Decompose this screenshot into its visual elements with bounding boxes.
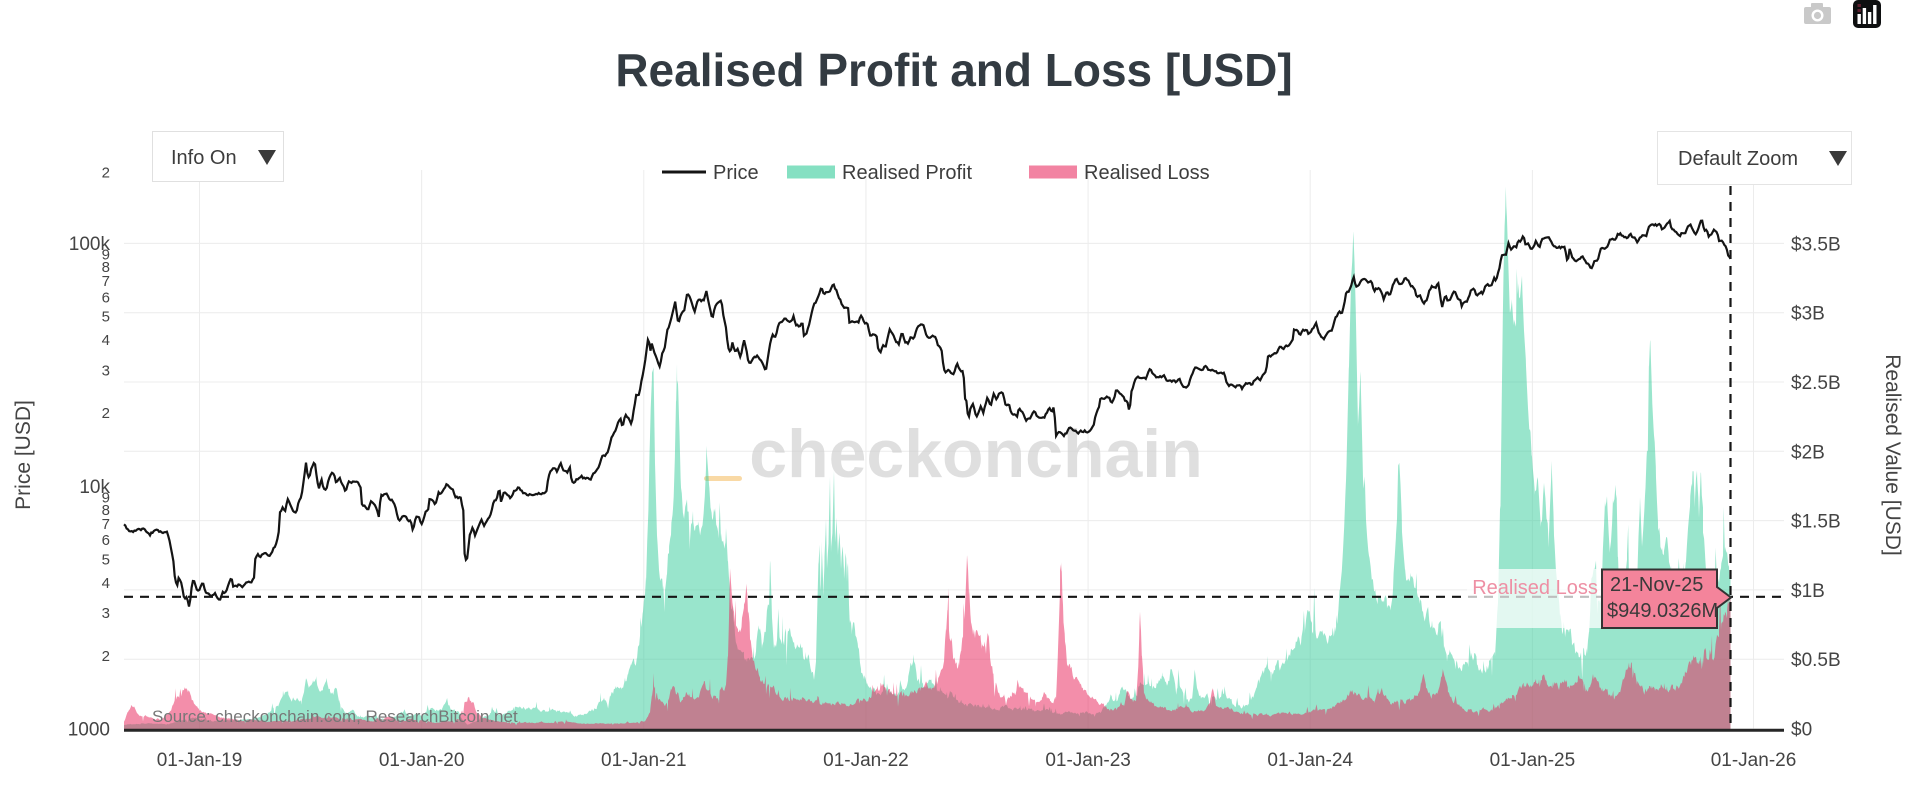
svg-text:4: 4 — [102, 332, 110, 349]
svg-text:01-Jan-23: 01-Jan-23 — [1045, 750, 1131, 771]
svg-text:Realised Profit: Realised Profit — [842, 162, 973, 184]
svg-text:01-Jan-20: 01-Jan-20 — [379, 750, 465, 771]
svg-text:Realised Profit and Loss [USD]: Realised Profit and Loss [USD] — [615, 44, 1292, 96]
svg-text:Realised Loss: Realised Loss — [1084, 162, 1210, 184]
svg-text:9: 9 — [102, 490, 110, 507]
svg-text:6: 6 — [102, 290, 110, 307]
svg-text:8: 8 — [102, 259, 110, 276]
svg-text:5: 5 — [102, 551, 110, 568]
svg-text:01-Jan-24: 01-Jan-24 — [1267, 750, 1353, 771]
svg-text:100k: 100k — [69, 234, 111, 255]
svg-text:01-Jan-21: 01-Jan-21 — [601, 750, 687, 771]
svg-text:Price [USD]: Price [USD] — [12, 400, 35, 510]
svg-text:Default Zoom: Default Zoom — [1678, 148, 1798, 170]
svg-text:Source: checkonchain.com, Rese: Source: checkonchain.com, ResearchBitcoi… — [152, 707, 518, 726]
svg-text:7: 7 — [102, 516, 110, 533]
svg-text:$1.5B: $1.5B — [1791, 512, 1841, 533]
svg-text:4: 4 — [102, 575, 110, 592]
svg-text:checkonchain: checkonchain — [749, 416, 1203, 492]
svg-text:01-Jan-19: 01-Jan-19 — [157, 750, 243, 771]
svg-text:$3.5B: $3.5B — [1791, 234, 1841, 255]
svg-text:3: 3 — [102, 363, 110, 380]
svg-text:10k: 10k — [79, 477, 110, 498]
svg-text:Price: Price — [713, 162, 759, 184]
svg-text:1000: 1000 — [68, 720, 110, 741]
svg-text:9: 9 — [102, 247, 110, 264]
svg-text:2: 2 — [102, 405, 110, 422]
svg-text:5: 5 — [102, 309, 110, 326]
svg-text:$949.0326M: $949.0326M — [1607, 600, 1718, 622]
svg-text:$1B: $1B — [1791, 581, 1825, 602]
svg-text:$3B: $3B — [1791, 304, 1825, 325]
svg-text:2: 2 — [102, 648, 110, 665]
svg-text:7: 7 — [102, 273, 110, 290]
svg-text:$2B: $2B — [1791, 442, 1825, 463]
svg-text:3: 3 — [102, 605, 110, 622]
svg-text:$0: $0 — [1791, 720, 1812, 741]
svg-text:Realised Value [USD]: Realised Value [USD] — [1881, 354, 1904, 556]
svg-text:21-Nov-25: 21-Nov-25 — [1610, 574, 1703, 596]
svg-text:01-Jan-22: 01-Jan-22 — [823, 750, 909, 771]
svg-text:2: 2 — [102, 165, 110, 182]
svg-text:01-Jan-25: 01-Jan-25 — [1490, 750, 1576, 771]
svg-text:6: 6 — [102, 532, 110, 549]
svg-text:$0.5B: $0.5B — [1791, 650, 1841, 671]
svg-text:01-Jan-26: 01-Jan-26 — [1711, 750, 1797, 771]
svg-text:$2.5B: $2.5B — [1791, 373, 1841, 394]
svg-text:Info On: Info On — [171, 147, 237, 169]
svg-text:8: 8 — [102, 502, 110, 519]
svg-text:Realised Loss: Realised Loss — [1472, 577, 1598, 599]
